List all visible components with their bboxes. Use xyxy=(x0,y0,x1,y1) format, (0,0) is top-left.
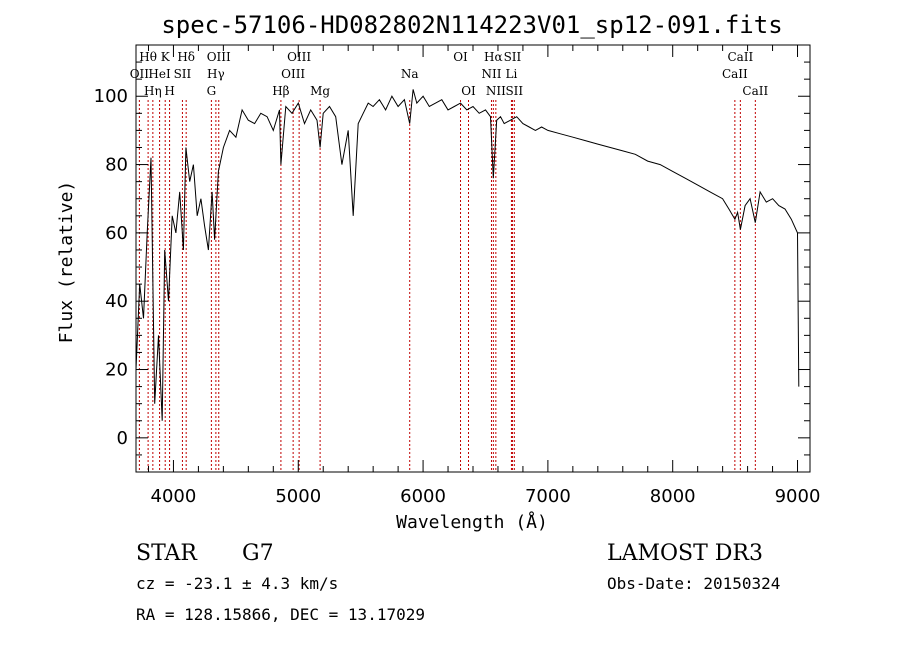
y-axis-label: Flux (relative) xyxy=(56,181,77,344)
y-tick-label: 60 xyxy=(105,223,128,244)
spectrum-series-line xyxy=(135,89,800,421)
sky-coordinates: RA = 128.15866, DEC = 13.17029 xyxy=(136,605,425,624)
spectral-line-label: CaII xyxy=(722,67,748,81)
y-tick-label: 40 xyxy=(105,291,128,312)
x-axis-ticks: 4000 5000 6000 7000 8000 9000 xyxy=(147,45,821,507)
spectral-line-label: Na xyxy=(401,67,419,81)
subclass: G7 xyxy=(242,541,274,566)
survey-name: LAMOST DR3 xyxy=(607,541,763,566)
spectral-line-label: HeI xyxy=(148,67,171,81)
y-axis-ticks: 0 20 40 60 80 100 xyxy=(94,61,810,473)
spectral-line-label: OI xyxy=(461,84,476,98)
y-tick-label: 80 xyxy=(105,155,128,176)
x-tick-label: 5000 xyxy=(275,486,321,507)
x-tick-label: 4000 xyxy=(151,486,197,507)
spectral-line-label: OII xyxy=(130,67,150,81)
y-tick-label: 100 xyxy=(94,86,128,107)
spectral-line-label: OIII xyxy=(287,50,311,64)
spectral-line-label: Hη xyxy=(144,84,162,98)
spectral-line-label: NII xyxy=(486,84,506,98)
spectral-line-label: OIII xyxy=(207,50,231,64)
y-tick-label: 0 xyxy=(117,428,128,449)
spectral-line-label: OIII xyxy=(281,67,305,81)
object-class: STAR xyxy=(136,541,198,566)
spectral-line-label: CaII xyxy=(727,50,753,64)
spectral-line-label: Hγ xyxy=(207,67,225,81)
x-tick-label: 7000 xyxy=(525,486,571,507)
x-axis-label: Wavelength (Å) xyxy=(396,511,548,533)
spectral-line-label: SII xyxy=(504,50,522,64)
spectral-line-label: SII xyxy=(174,67,192,81)
spectral-line-labels: Hθ OII Hη K HeI H Hδ SII OIII Hγ G Hβ OIII OIII Mg Na OI… xyxy=(130,50,769,98)
spectral-line-label: Hθ xyxy=(139,50,157,64)
y-tick-label: 20 xyxy=(105,360,128,381)
radial-velocity: cz = -23.1 ± 4.3 km/s xyxy=(136,574,338,593)
spectral-line-label: OI xyxy=(453,50,468,64)
observation-date: Obs-Date: 20150324 xyxy=(607,574,780,593)
spectral-line-label: Hα xyxy=(484,50,503,64)
x-tick-label: 6000 xyxy=(400,486,446,507)
plot-frame xyxy=(135,44,811,473)
spectral-line-label: Hδ xyxy=(177,50,195,64)
spectral-line-label: Li xyxy=(506,67,518,81)
x-tick-label: 8000 xyxy=(650,486,696,507)
spectral-line-label: SII xyxy=(505,84,523,98)
spectral-line-label: Mg xyxy=(310,84,330,98)
spectral-lines-layer xyxy=(138,100,756,472)
chart-title: spec-57106-HD082802N114223V01_sp12-091.f… xyxy=(161,11,782,39)
spectral-line-label: K xyxy=(161,50,171,64)
x-tick-label: 9000 xyxy=(775,486,821,507)
spectral-line-label: NII xyxy=(481,67,501,81)
spectral-line-label: H xyxy=(164,84,174,98)
spectral-line-label: CaII xyxy=(742,84,768,98)
spectral-line-label: Hβ xyxy=(272,84,289,98)
spectral-line-label: G xyxy=(207,84,217,98)
